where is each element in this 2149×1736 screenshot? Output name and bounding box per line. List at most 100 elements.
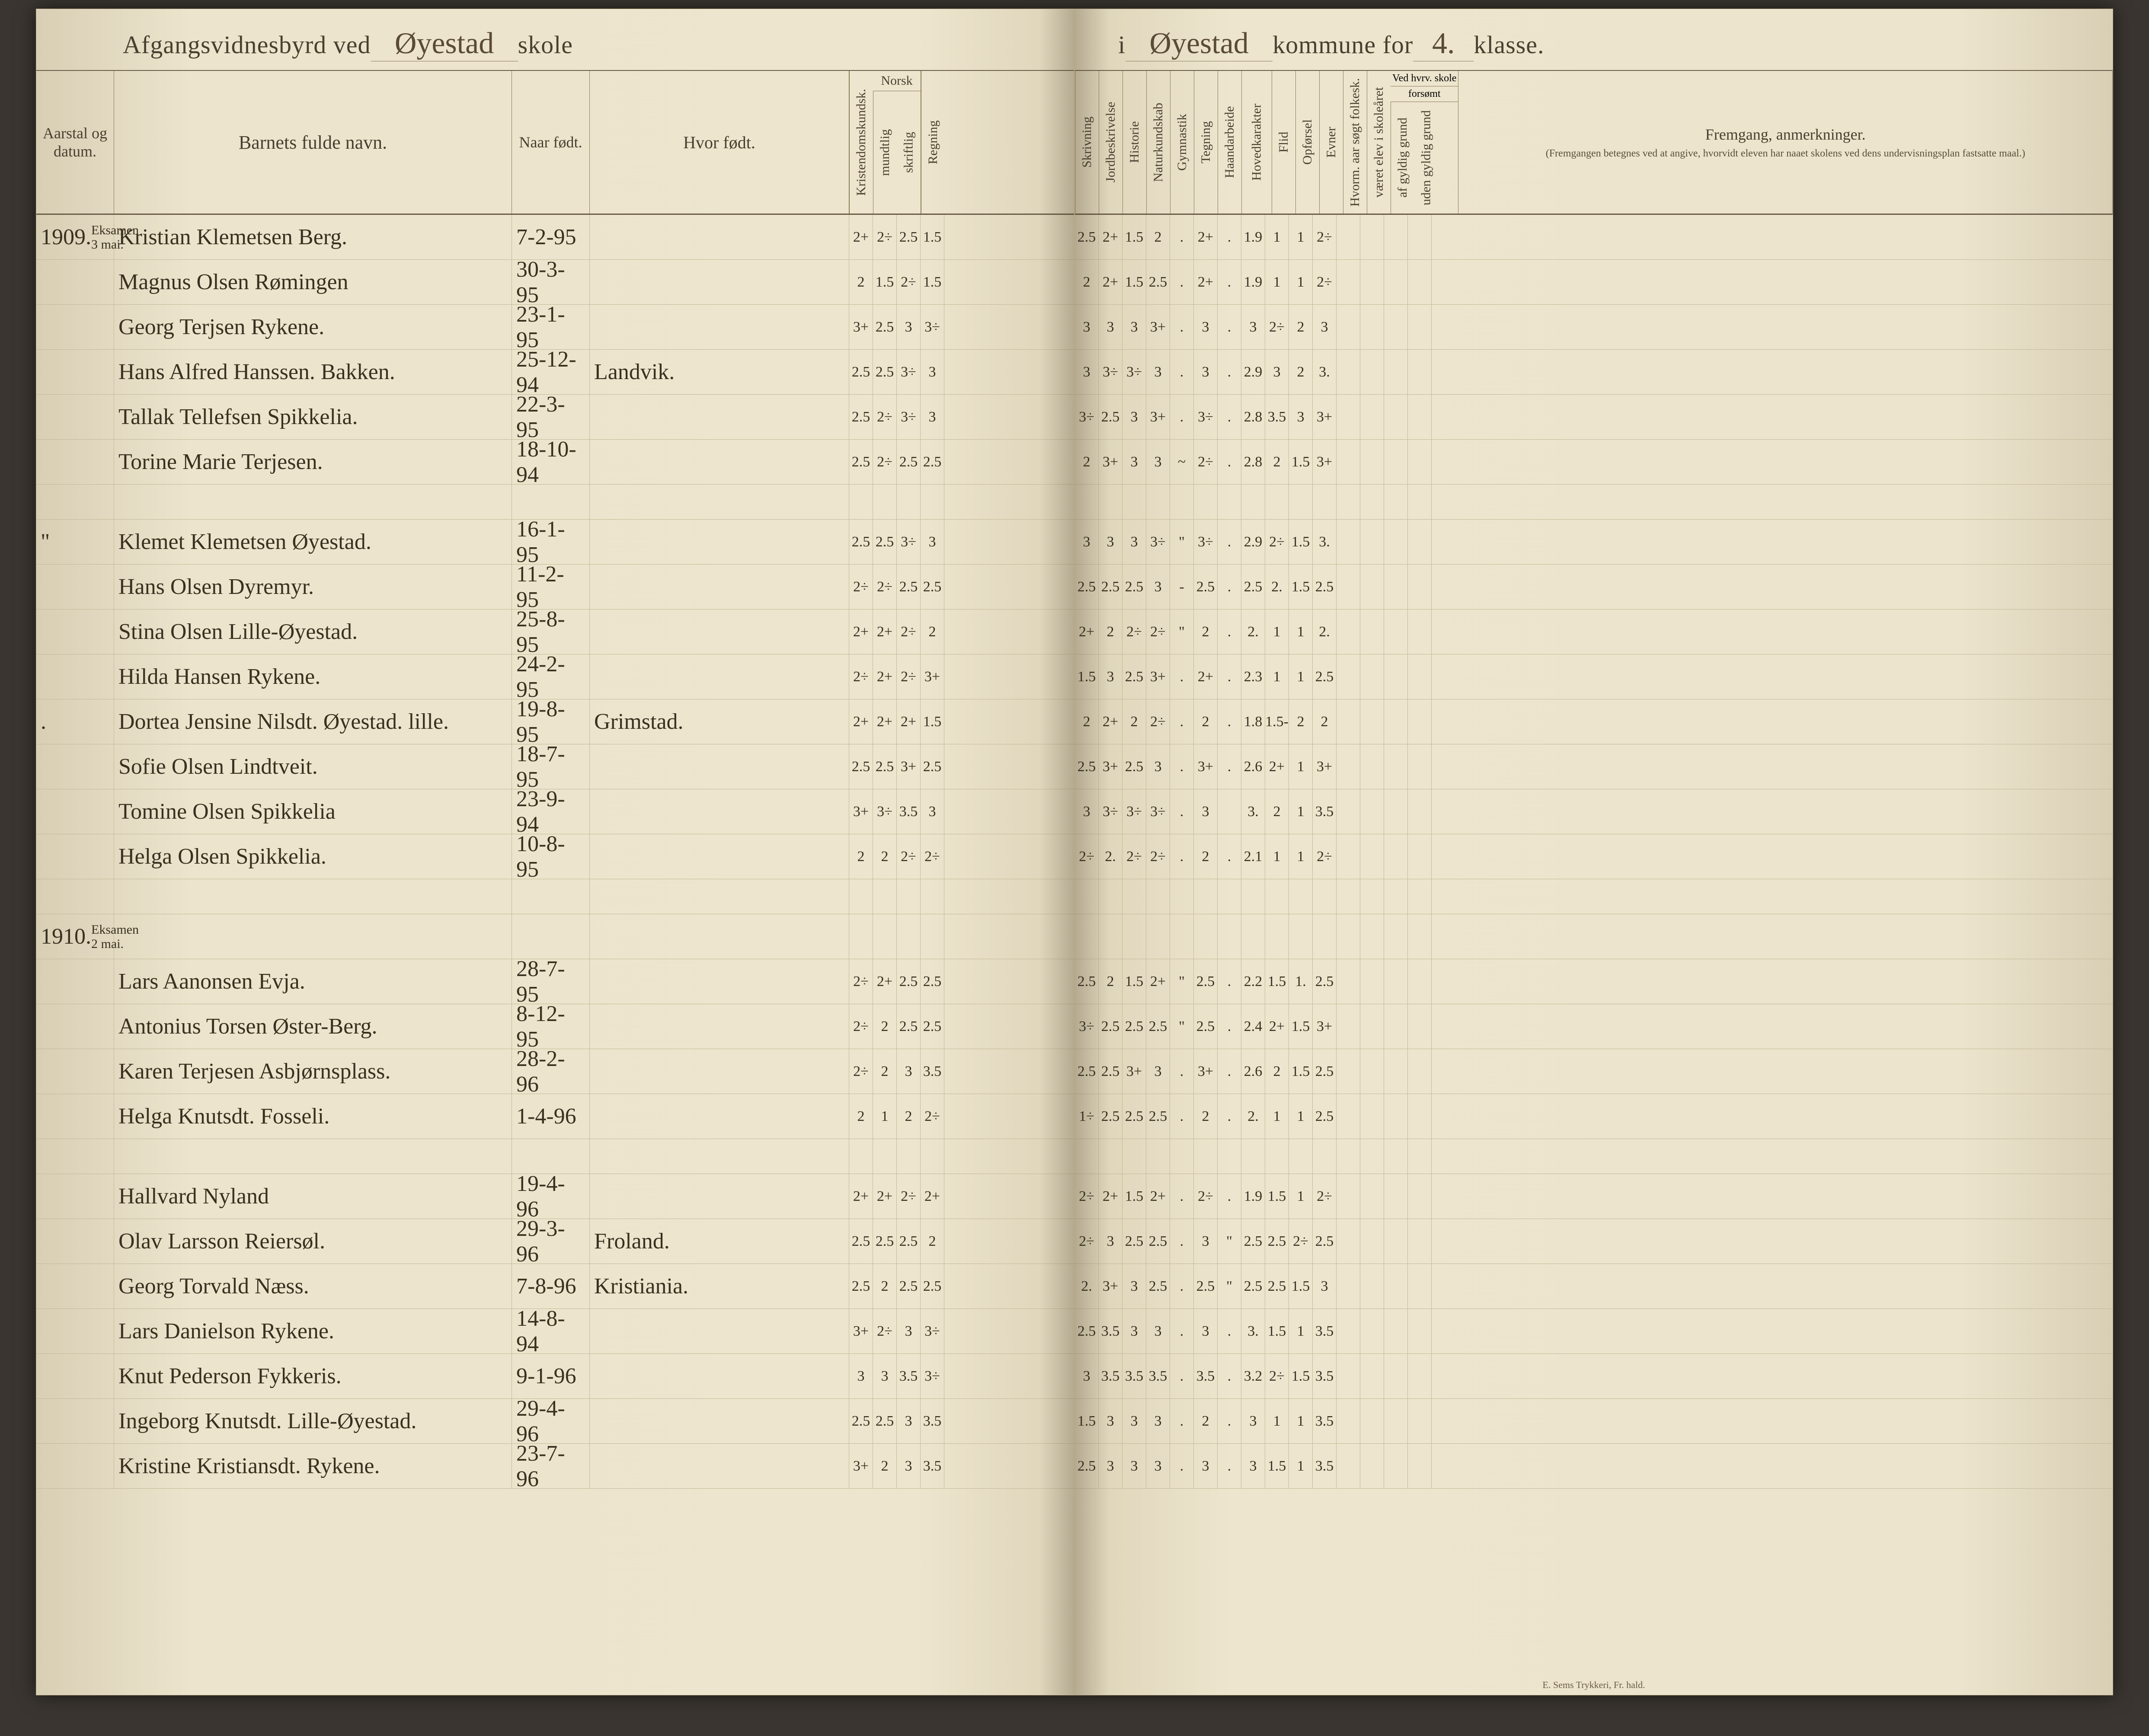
grade-cell: 2+ (849, 699, 873, 744)
born-cell: 19-8-95 (512, 699, 590, 744)
blank-cell (1384, 215, 1408, 259)
blank-cell (1337, 1139, 1360, 1174)
blank-cell (1360, 1354, 1384, 1398)
grade-cell: 3.5 (1313, 1309, 1337, 1353)
where-cell (590, 440, 849, 484)
name-cell (114, 914, 512, 959)
grade-cell: 2.5 (1313, 959, 1337, 1004)
grade-cell: 1.5 (921, 699, 944, 744)
grade-cell (1313, 485, 1337, 519)
date-cell (36, 395, 114, 439)
grade-cell: 2.5 (873, 744, 897, 789)
table-row: 22+22÷.2.1.81.5-22 (1075, 699, 2113, 744)
grade-cell: 2+ (1265, 1004, 1289, 1049)
name-cell: Knut Pederson Fykkeris. (114, 1354, 512, 1398)
grade-cell: 3÷ (1122, 350, 1146, 394)
remarks-cell (1432, 1399, 2113, 1443)
remarks-cell (1432, 520, 2113, 564)
table-row: Helga Knutsdt. Fosseli.1-4-962122÷ (36, 1094, 1074, 1139)
grade-cell: 2 (849, 834, 873, 879)
grade-cell: 3 (897, 1049, 921, 1094)
header-flid: Flid (1272, 71, 1295, 214)
blank-cell (1337, 485, 1360, 519)
grade-cell: 2+ (849, 215, 873, 259)
grade-cell: 1 (1289, 1309, 1313, 1353)
blank-cell (1337, 1174, 1360, 1219)
date-cell (36, 879, 114, 914)
grade-cell: 2+ (873, 1174, 897, 1219)
blank-cell (1408, 654, 1432, 699)
header-regning: Regning (921, 71, 945, 214)
title-text-2: skole (518, 30, 573, 59)
grade-cell: 2+ (849, 1174, 873, 1219)
grade-cell: 2÷ (849, 959, 873, 1004)
title-school: Øyestad (371, 26, 518, 61)
grade-cell: 2.8 (1241, 440, 1265, 484)
grade-cell (1289, 914, 1313, 959)
blank-cell (1360, 744, 1384, 789)
grade-cell: 3.5 (1194, 1354, 1218, 1398)
grade-cell: 1.5 (1265, 1309, 1289, 1353)
blank-cell (1408, 879, 1432, 914)
grade-cell (1218, 789, 1241, 834)
where-cell (590, 744, 849, 789)
grade-cell (897, 1139, 921, 1174)
grade-cell: 2+ (1146, 1174, 1170, 1219)
grade-cell: 2 (1289, 305, 1313, 349)
name-cell: Helga Olsen Spikkelia. (114, 834, 512, 879)
blank-cell (1337, 520, 1360, 564)
grade-cell: 3÷ (1146, 789, 1170, 834)
date-cell (36, 1004, 114, 1049)
grade-cell: 2.5 (1313, 1094, 1337, 1139)
blank-cell (1384, 565, 1408, 609)
grade-cell: 2÷ (897, 1174, 921, 1219)
blank-cell (1337, 914, 1360, 959)
grade-cell: 3 (1122, 1264, 1146, 1308)
grade-cell: 2.5 (849, 744, 873, 789)
grade-cell: 2.5 (921, 744, 944, 789)
grade-cell: . (1170, 1354, 1194, 1398)
grade-cell: . (1218, 565, 1241, 609)
grade-cell: 2÷ (921, 834, 944, 879)
grade-cell: . (1218, 1399, 1241, 1443)
grade-cell: 3 (1122, 440, 1146, 484)
table-row: 3÷2.533+.3÷.2.83.533+ (1075, 395, 2113, 440)
born-cell: 22-3-95 (512, 395, 590, 439)
grade-cell: 2.5 (1194, 959, 1218, 1004)
blank-cell (1337, 699, 1360, 744)
grade-cell: 2÷ (873, 395, 897, 439)
blank-cell (1360, 1049, 1384, 1094)
date-cell (36, 789, 114, 834)
blank-cell (1408, 215, 1432, 259)
blank-cell (1384, 1004, 1408, 1049)
where-cell (590, 260, 849, 304)
grade-cell: 2.5 (1122, 654, 1146, 699)
grade-cell: 2 (1313, 699, 1337, 744)
grade-cell: 2÷ (1146, 610, 1170, 654)
grade-cell: 3 (1146, 1049, 1170, 1094)
grade-cell (921, 914, 944, 959)
remarks-cell (1432, 1444, 2113, 1488)
blank-cell (1337, 1309, 1360, 1353)
header-veret: været elev i skoleåret (1367, 71, 1391, 214)
born-cell: 14-8-94 (512, 1309, 590, 1353)
blank-cell (1408, 1094, 1432, 1139)
table-row: 33÷3÷3.3.2.9323. (1075, 350, 2113, 395)
table-row: 33÷3÷3÷.33.213.5 (1075, 789, 2113, 834)
spine-shadow (1039, 9, 1074, 1695)
where-cell: Froland. (590, 1219, 849, 1264)
where-cell (590, 914, 849, 959)
table-row: 2.52.53+3.3+.2.621.52.5 (1075, 1049, 2113, 1094)
grade-cell (1194, 1139, 1218, 1174)
grade-cell: 3 (1146, 1444, 1170, 1488)
grade-cell: 2.5 (897, 1264, 921, 1308)
grade-cell (1241, 485, 1265, 519)
remarks-sub: (Fremgangen betegnes ved at angive, hvor… (1546, 148, 2025, 160)
where-cell (590, 959, 849, 1004)
grade-cell: 3 (897, 1399, 921, 1443)
grade-cell: . (1218, 834, 1241, 879)
where-cell (590, 520, 849, 564)
grade-cell: 2÷ (873, 565, 897, 609)
grade-cell: 2.5 (1194, 1264, 1218, 1308)
blank-cell (1360, 395, 1384, 439)
